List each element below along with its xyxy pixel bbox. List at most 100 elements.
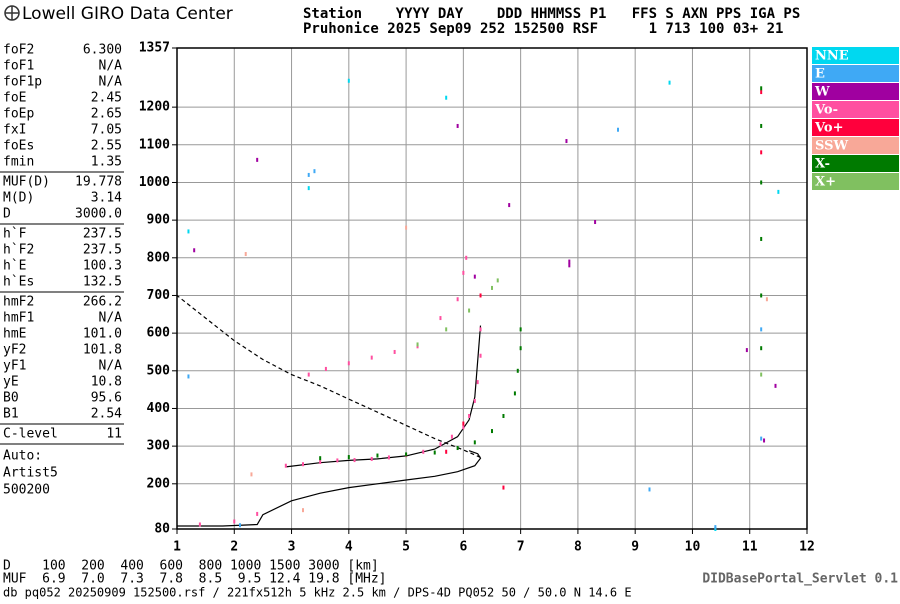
logo-icon	[4, 5, 20, 21]
param-value: 132.5	[83, 275, 122, 290]
param-value: 6.300	[83, 43, 122, 58]
auto-info: 500200	[3, 483, 50, 498]
param-value: 3000.0	[75, 207, 122, 222]
echo-point	[324, 366, 327, 371]
echo-point	[462, 270, 465, 275]
echo-point	[760, 180, 763, 185]
echo-point	[668, 80, 671, 85]
param-name: foEp	[3, 107, 34, 122]
echo-point	[284, 463, 287, 468]
legend-label: X-	[815, 157, 830, 172]
plot: 8020030040050060070080090010001100120013…	[139, 41, 899, 555]
echo-point	[319, 456, 322, 461]
echo-point	[491, 285, 493, 290]
legend-swatch	[812, 47, 899, 64]
echo-point	[473, 440, 476, 445]
echo-point	[353, 458, 356, 463]
param-value: N/A	[99, 359, 123, 374]
echo-point	[502, 485, 505, 490]
echo-point	[508, 203, 511, 208]
echo-point	[462, 421, 465, 426]
echo-point	[433, 450, 436, 455]
x-tick-label: 1	[173, 540, 181, 555]
param-name: h`F	[3, 227, 27, 242]
echo-point	[760, 90, 763, 95]
echo-point	[319, 459, 322, 464]
y-tick-label: 1200	[139, 100, 170, 115]
echo-point	[445, 449, 448, 454]
x-tick-label: 12	[799, 540, 815, 555]
echo-point	[760, 236, 763, 241]
profile-line	[176, 295, 481, 458]
x-tick-label: 10	[685, 540, 701, 555]
param-name: fmin	[3, 155, 34, 170]
echo-point	[496, 278, 499, 283]
parameters: foF2 6.300 foF1 N/A foF1p N/A foE 2.45 foEp 2.65 f…	[0, 43, 124, 498]
param-name: hmE	[3, 327, 26, 342]
y-tick-label: 300	[147, 439, 171, 454]
param-name: yF2	[3, 343, 26, 358]
echo-point	[336, 458, 339, 463]
echo-point	[445, 95, 448, 100]
param-name: foE	[3, 91, 26, 106]
echo-point	[405, 452, 408, 457]
x-tick-label: 8	[574, 540, 582, 555]
echo-point	[256, 511, 259, 516]
echo-point	[648, 487, 651, 492]
param-name: foF2	[3, 43, 34, 58]
y-tick-label: 400	[147, 401, 171, 416]
legend-swatch	[812, 155, 899, 172]
legend-label: E	[815, 67, 825, 82]
echo-point	[760, 86, 763, 91]
x-tick-label: 11	[742, 540, 758, 555]
y-tick-label: 500	[147, 363, 171, 378]
param-value: N/A	[99, 59, 123, 74]
echo-point	[468, 414, 471, 419]
param-name: foEs	[3, 139, 34, 154]
echo-point	[376, 453, 379, 458]
profile-line	[177, 450, 482, 527]
echo-point	[450, 434, 453, 439]
param-name: h`F2	[3, 243, 34, 258]
echo-point	[479, 327, 482, 332]
echo-point	[763, 438, 766, 443]
echo-point	[774, 383, 777, 388]
echo-point	[462, 425, 465, 430]
legend-label: W	[814, 85, 830, 100]
legend-swatch	[812, 137, 899, 154]
param-name: foF1	[3, 59, 34, 74]
echo-point	[745, 348, 748, 353]
echo-point	[456, 297, 459, 302]
distance-row: D 100 200 400 600 800 1000 1500 3000 [km…	[3, 559, 379, 574]
echo-point	[502, 414, 505, 419]
profile-line	[285, 325, 482, 468]
param-name: h`E	[3, 259, 26, 274]
param-name: B0	[3, 391, 19, 406]
param-name: hmF1	[3, 311, 34, 326]
param-value: 10.8	[91, 375, 122, 390]
param-value: 1.35	[91, 155, 122, 170]
echo-point	[307, 172, 310, 177]
logo-text: Lowell GIRO Data Center	[22, 4, 233, 24]
echo-point	[777, 189, 780, 194]
param-value: 7.05	[91, 123, 122, 138]
echo-point	[313, 169, 316, 174]
param-value: 100.3	[83, 259, 122, 274]
y-tick-label: 600	[147, 326, 171, 341]
echo-point	[714, 525, 717, 530]
legend-label: SSW	[815, 139, 848, 154]
plot-frame	[176, 47, 808, 530]
echo-point	[244, 252, 247, 257]
echo-point	[187, 229, 190, 234]
param-name: MUF(D)	[3, 175, 50, 190]
echo-point	[565, 139, 568, 144]
echo-point	[479, 353, 482, 358]
legend-label: X+	[815, 175, 836, 190]
y-tick-label: 1357	[139, 41, 170, 56]
echo-point	[765, 297, 768, 302]
y-tick-label: 800	[147, 250, 171, 265]
x-tick-label: 6	[459, 540, 467, 555]
legend-label: Vo-	[814, 103, 838, 118]
echo-point	[347, 455, 350, 460]
param-name: h`Es	[3, 275, 34, 290]
